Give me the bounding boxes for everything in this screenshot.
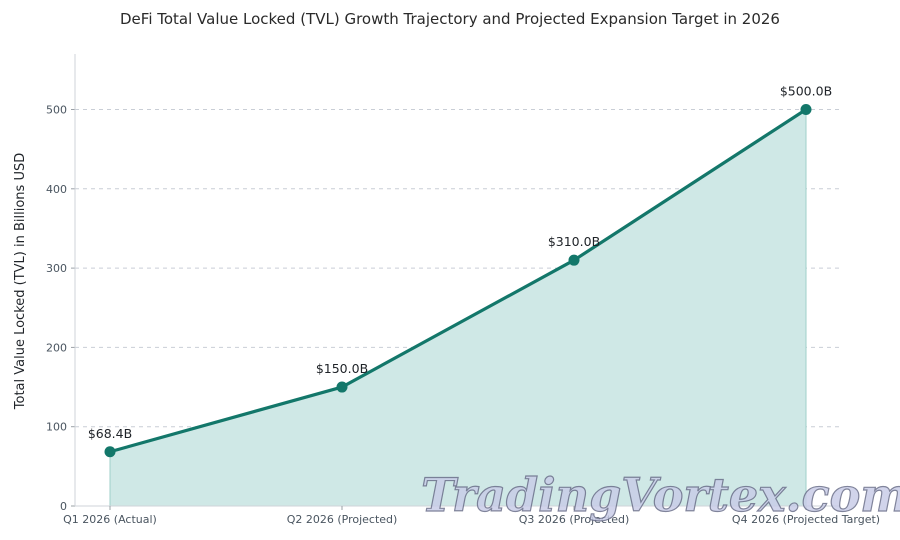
x-tick-label-3: Q4 2026 (Projected Target) xyxy=(732,513,880,526)
series-area-fill xyxy=(109,108,807,507)
data-label-0: $68.4B xyxy=(88,426,132,441)
y-axis-title: Total Value Locked (TVL) in Billions USD xyxy=(13,153,28,410)
data-label-2: $310.0B xyxy=(548,234,600,249)
y-tick-label-100: 100 xyxy=(46,421,67,434)
chart-title: DeFi Total Value Locked (TVL) Growth Tra… xyxy=(120,10,780,28)
series-line xyxy=(108,107,808,454)
data-point-3 xyxy=(800,104,812,116)
y-tick-label-200: 200 xyxy=(46,341,67,354)
y-tick-label-300: 300 xyxy=(46,262,67,275)
area-layer xyxy=(109,108,807,507)
line-layer xyxy=(108,107,808,454)
axis-layer: 0 100 200 300 400 500 Q1 2026 (Actual) Q2 2026 … xyxy=(46,54,880,526)
y-tick-label-400: 400 xyxy=(46,183,67,196)
data-point-0 xyxy=(104,446,116,458)
x-tick-label-0: Q1 2026 (Actual) xyxy=(63,513,157,526)
data-point-2 xyxy=(568,254,580,266)
watermark-logo: TradingVortex.com xyxy=(421,468,900,522)
x-tick-label-1: Q2 2026 (Projected) xyxy=(287,513,398,526)
y-tick-label-500: 500 xyxy=(46,104,67,117)
y-tick-label-0: 0 xyxy=(60,500,67,513)
label-layer: $68.4B $150.0B $310.0B $500.0B xyxy=(88,84,832,441)
x-tick-label-2: Q3 2026 (Projected) xyxy=(519,513,630,526)
data-point-1 xyxy=(336,381,348,393)
point-layer xyxy=(104,104,812,458)
data-label-3: $500.0B xyxy=(780,84,832,99)
data-label-1: $150.0B xyxy=(316,361,368,376)
